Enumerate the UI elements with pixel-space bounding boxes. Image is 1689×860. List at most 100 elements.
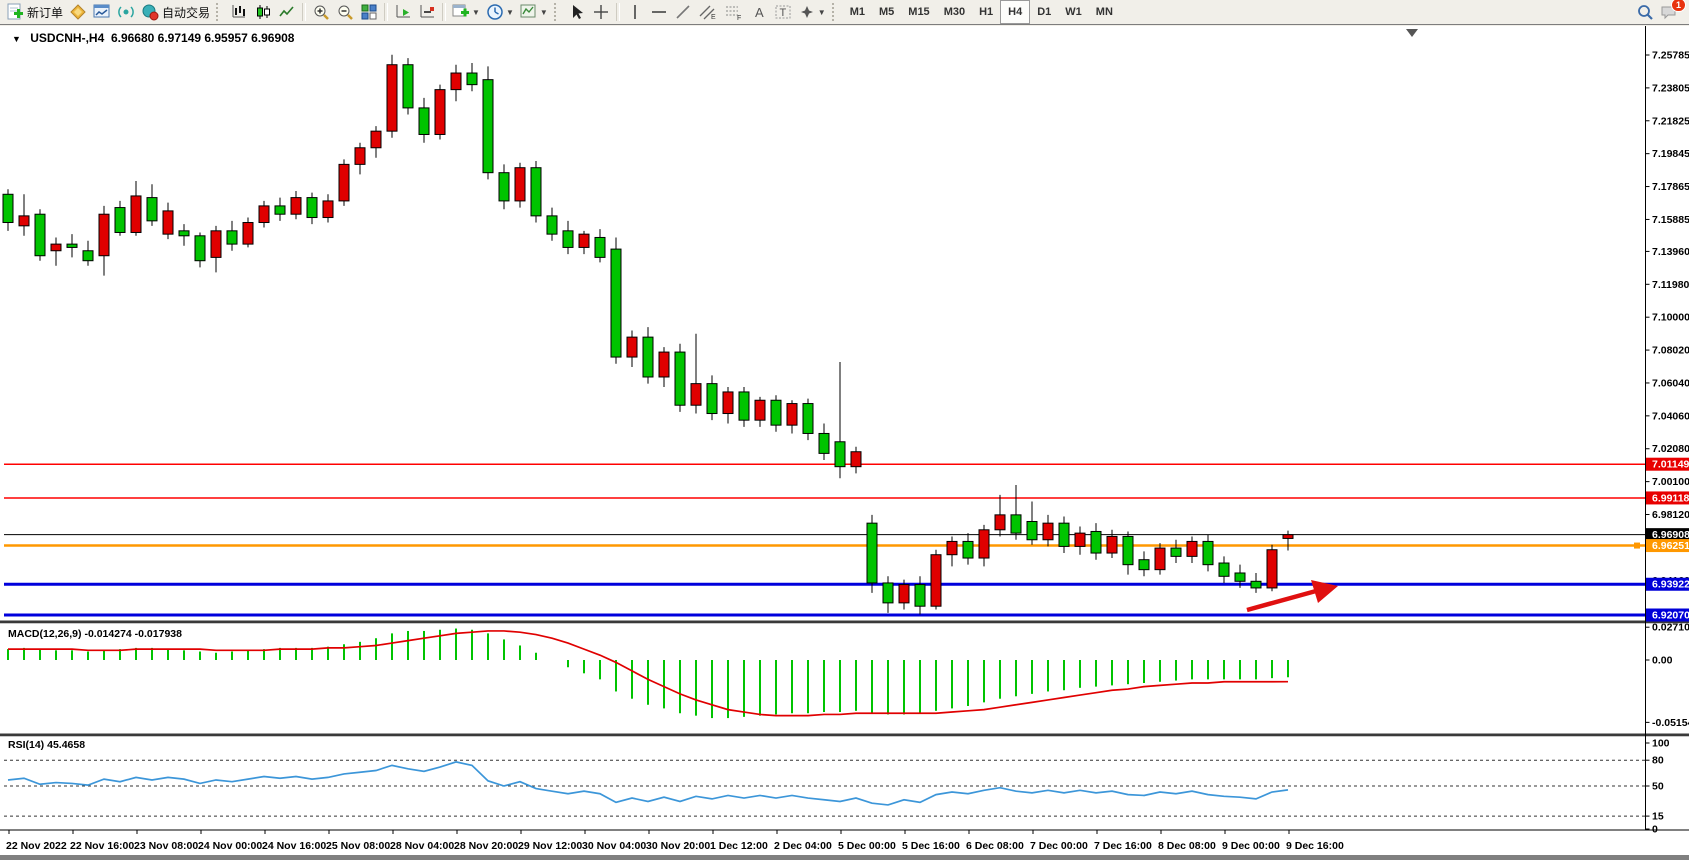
candle <box>1010 514 1022 534</box>
candle <box>34 213 46 257</box>
candle <box>210 230 222 258</box>
macd-name: MACD(12,26,9) <box>8 628 82 640</box>
chart-title-collapse-icon[interactable]: ▼ <box>12 34 21 44</box>
cursor-button[interactable] <box>565 1 589 23</box>
new-chart-dropdown[interactable]: ▼ <box>449 1 483 23</box>
time-axis-label: 23 Nov 08:00 <box>134 840 198 852</box>
candlestick-button[interactable] <box>251 1 275 23</box>
timeframe-button-h1[interactable]: H1 <box>979 6 994 18</box>
channel-icon: E <box>698 3 718 21</box>
timeframe-button-m30[interactable]: M30 <box>943 6 966 18</box>
toolbar-grip <box>553 3 562 21</box>
templates-icon <box>520 3 538 21</box>
auto-scroll-button[interactable] <box>391 1 415 23</box>
timeframe-button-m15[interactable]: M15 <box>908 6 930 18</box>
candle <box>114 207 126 233</box>
candle <box>322 200 334 219</box>
templates-dropdown[interactable]: ▼ <box>517 1 551 23</box>
new-order-button[interactable]: 新订单 <box>3 1 66 23</box>
horizontal-line-button[interactable] <box>647 1 671 23</box>
arrows-dropdown[interactable]: ▼ <box>795 1 829 23</box>
time-axis-label: 22 Nov 16:00 <box>70 840 134 852</box>
candle <box>1154 547 1166 571</box>
horizontal-line-icon <box>650 3 668 21</box>
line-chart-icon <box>278 3 296 21</box>
trend-arrow-head[interactable] <box>1311 580 1338 603</box>
price-axis-label: 7.15885 <box>1652 214 1689 226</box>
candle <box>834 441 846 468</box>
hline-handle[interactable] <box>1634 542 1640 549</box>
timeframe-button-h4[interactable]: H4 <box>1000 0 1031 24</box>
trendline-button[interactable] <box>671 1 695 23</box>
candle <box>930 554 942 607</box>
svg-text:A: A <box>755 5 764 20</box>
zoom-in-button[interactable] <box>309 1 333 23</box>
rsi-axis-label: 100 <box>1652 738 1670 750</box>
timeframe-button-d1[interactable]: D1 <box>1037 6 1052 18</box>
toolbar-separator <box>384 3 389 21</box>
price-axis-label: 7.11980 <box>1652 279 1689 291</box>
channel-button[interactable]: E <box>695 1 721 23</box>
crosshair-button[interactable] <box>589 1 613 23</box>
toolbar-grip <box>831 3 840 21</box>
notifications-button[interactable]: 1 <box>1657 0 1686 23</box>
zoom-out-button[interactable] <box>333 1 357 23</box>
periods-dropdown[interactable]: ▼ <box>483 1 517 23</box>
price-badge-label: 6.93922 <box>1652 579 1689 591</box>
text-button[interactable]: A <box>747 1 771 23</box>
fibonacci-icon: F <box>724 3 744 21</box>
price-axis-label: 6.98120 <box>1652 509 1689 521</box>
candle <box>754 399 766 421</box>
candle <box>354 147 366 165</box>
pane-separator[interactable] <box>0 620 1689 624</box>
timeframe-button-m1[interactable]: M1 <box>849 6 865 18</box>
terminal-button[interactable] <box>90 1 114 23</box>
mql5-button[interactable] <box>66 1 90 23</box>
bar-chart-button[interactable] <box>227 1 251 23</box>
price-axis-label: 7.25785 <box>1652 50 1689 62</box>
candle <box>786 403 798 426</box>
candle <box>1138 559 1150 571</box>
signals-button[interactable] <box>114 1 138 23</box>
trend-arrow-annotation[interactable] <box>1246 588 1317 613</box>
fibonacci-button[interactable]: F <box>721 1 747 23</box>
chevron-down-icon: ▼ <box>505 7 514 17</box>
candle <box>1122 535 1134 566</box>
tile-windows-button[interactable] <box>357 1 381 23</box>
price-axis-label: 7.10000 <box>1652 312 1689 324</box>
time-axis-label: 28 Nov 04:00 <box>390 840 454 852</box>
time-axis-label: 28 Nov 20:00 <box>454 840 518 852</box>
candle <box>1170 547 1182 557</box>
text-label-icon: T <box>774 3 792 21</box>
vertical-line-button[interactable] <box>623 1 647 23</box>
timeframe-button-mn[interactable]: MN <box>1095 6 1113 18</box>
macd-main-value: -0.014274 <box>84 628 132 640</box>
pane-separator-edge <box>0 623 1689 624</box>
rsi-axis-label: 80 <box>1652 755 1664 767</box>
chart-ohlc-values: 6.96680 6.97149 6.95957 6.96908 <box>110 31 295 45</box>
chevron-down-icon: ▼ <box>817 7 826 17</box>
chart-shift-button[interactable] <box>415 1 439 23</box>
candle <box>770 399 782 426</box>
candle <box>194 235 206 262</box>
timeframe-button-w1[interactable]: W1 <box>1065 6 1082 18</box>
pane-separator[interactable] <box>0 733 1689 737</box>
candle <box>946 540 958 556</box>
zoom-out-icon <box>336 3 354 21</box>
auto-trading-button[interactable]: 自动交易 <box>138 1 213 23</box>
candle <box>818 432 830 454</box>
timeframe-button-m5[interactable]: M5 <box>879 6 895 18</box>
candle <box>1202 540 1214 566</box>
text-icon: A <box>750 3 768 21</box>
line-chart-button[interactable] <box>275 1 299 23</box>
text-label-button[interactable]: T <box>771 1 795 23</box>
candle <box>258 205 270 224</box>
candle <box>450 72 462 91</box>
chart-shift-marker[interactable] <box>1406 29 1418 37</box>
search-button[interactable] <box>1633 1 1657 23</box>
bar-chart-icon <box>230 3 248 21</box>
price-badge-label: 6.99118 <box>1652 492 1689 504</box>
macd-histogram <box>7 628 1289 719</box>
time-axis-label: 30 Nov 20:00 <box>646 840 710 852</box>
